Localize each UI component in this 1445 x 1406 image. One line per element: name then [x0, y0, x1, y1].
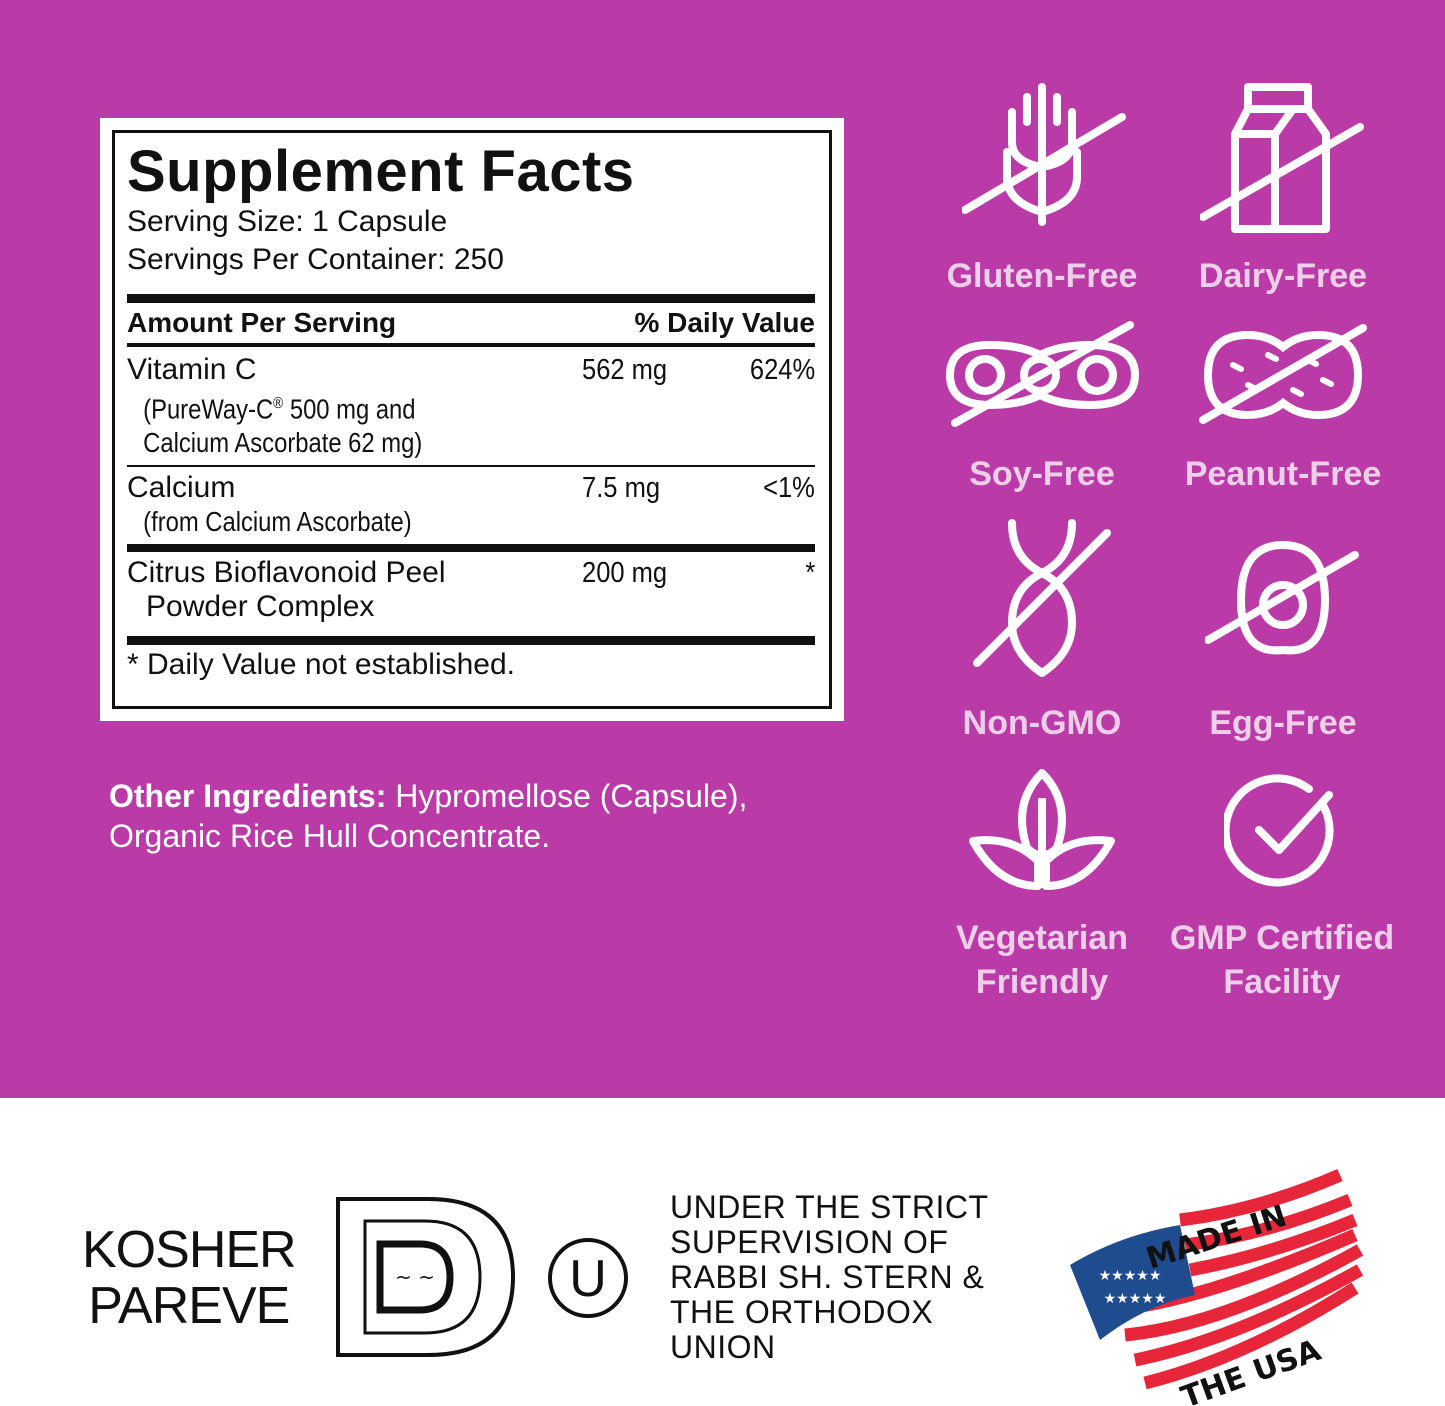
other-ingredients: Other Ingredients: Hypromellose (Capsule…: [109, 776, 747, 856]
nutrient-name: Vitamin C: [127, 353, 257, 386]
nutrient-sub: (PureWay-C® 500 mg and: [143, 393, 416, 425]
supplement-facts-panel: Supplement Facts Serving Size: 1 Capsule…: [100, 118, 844, 721]
badge-peanut-free: Peanut-Free: [1184, 455, 1382, 493]
badge-non-gmo: Non-GMO: [962, 704, 1122, 742]
divider-thick: [127, 636, 815, 645]
servings-per-container: Servings Per Container: 250: [127, 243, 504, 276]
ou-logo: U: [546, 1236, 630, 1320]
svg-text:~ ~: ~ ~: [395, 1265, 435, 1289]
badge-vegetarian: Vegetarian Friendly: [956, 919, 1128, 1001]
badge-egg-free: Egg-Free: [1209, 704, 1357, 742]
kosher-seal-logo: ~ ~: [335, 1196, 517, 1358]
soybean-crossed-icon: [940, 320, 1145, 430]
nutrient-amount: 562 mg: [582, 354, 668, 386]
other-ingredients-text2: Organic Rice Hull Concentrate.: [109, 818, 551, 854]
nutrient-sub: (from Calcium Ascorbate): [143, 506, 412, 537]
serving-size: Serving Size: 1 Capsule: [127, 205, 448, 238]
leaf-icon: [968, 768, 1116, 893]
nutrient-row: Citrus Bioflavonoid Peel Powder Complex …: [127, 552, 815, 636]
made-in-usa-flag: ★★★★★ ★★★★★ MADE IN THE USA: [1060, 1145, 1370, 1405]
nutrient-name-cont: Powder Complex: [146, 590, 375, 623]
nutrient-dv: 624%: [749, 354, 815, 386]
svg-text:★★★★★: ★★★★★: [1099, 1268, 1162, 1284]
header-daily-value: % Daily Value: [634, 307, 815, 338]
egg-crossed-icon: [1205, 540, 1360, 655]
other-ingredients-label: Other Ingredients:: [109, 778, 387, 814]
svg-text:U: U: [569, 1250, 607, 1308]
nutrient-row: Vitamin C (PureWay-C® 500 mg and Calcium…: [127, 347, 815, 465]
nutrient-dv: <1%: [763, 472, 815, 504]
badge-soy-free: Soy-Free: [969, 455, 1115, 493]
footnote: * Daily Value not established.: [127, 648, 516, 681]
nutrient-amount: 200 mg: [582, 557, 668, 589]
nutrient-name: Calcium: [127, 471, 236, 504]
nutrient-name: Citrus Bioflavonoid Peel: [127, 556, 446, 589]
milk-carton-crossed-icon: [1200, 82, 1365, 237]
kosher-pareve: KOSHER PAREVE: [82, 1221, 297, 1335]
nutrient-sub: Calcium Ascorbate 62 mg): [143, 427, 423, 459]
other-ingredients-text: Hypromellose (Capsule),: [386, 778, 748, 814]
header-amount: Amount Per Serving: [127, 307, 397, 338]
peanut-crossed-icon: [1198, 320, 1368, 430]
divider-thick: [127, 294, 815, 303]
facts-header: Amount Per Serving % Daily Value: [127, 303, 815, 343]
divider: [127, 343, 815, 347]
check-circle-icon: [1224, 772, 1342, 890]
dna-crossed-icon: [972, 518, 1112, 678]
facts-title: Supplement Facts: [127, 139, 635, 204]
divider-thin: [127, 465, 815, 467]
badge-gmp: GMP Certified Facility: [1169, 919, 1395, 1001]
badge-gluten-free: Gluten-Free: [946, 257, 1138, 295]
nutrient-amount: 7.5 mg: [582, 472, 661, 504]
badge-dairy-free: Dairy-Free: [1198, 257, 1368, 295]
divider-thick: [127, 544, 815, 552]
wheat-crossed-icon: [962, 82, 1127, 232]
ou-supervision-text: UNDER THE STRICT SUPERVISION OF RABBI SH…: [670, 1189, 989, 1365]
svg-text:★★★★★: ★★★★★: [1104, 1291, 1167, 1307]
nutrient-dv: *: [805, 557, 815, 589]
nutrient-row: Calcium (from Calcium Ascorbate) 7.5 mg …: [127, 467, 815, 544]
